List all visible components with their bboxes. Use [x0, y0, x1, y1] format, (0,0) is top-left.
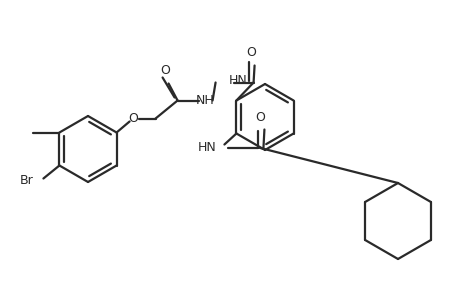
Text: O: O [247, 46, 256, 59]
Text: NH: NH [196, 94, 215, 107]
Text: HN: HN [198, 141, 217, 154]
Text: HN: HN [229, 74, 247, 87]
Text: O: O [256, 111, 265, 124]
Text: O: O [161, 64, 170, 77]
Text: O: O [129, 112, 138, 125]
Text: Br: Br [20, 174, 33, 187]
